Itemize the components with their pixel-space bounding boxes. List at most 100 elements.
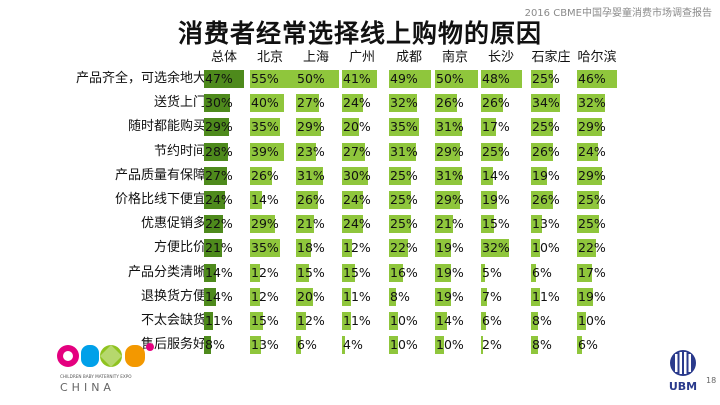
data-bar bbox=[389, 215, 411, 234]
data-label: 11% bbox=[532, 288, 560, 304]
data-label: 22% bbox=[390, 240, 418, 256]
data-label: 10% bbox=[390, 337, 418, 353]
data-label: 5% bbox=[482, 264, 502, 280]
data-bar bbox=[296, 215, 315, 234]
data-label: 24% bbox=[578, 143, 606, 159]
data-label: 10% bbox=[436, 337, 464, 353]
data-bar bbox=[342, 263, 355, 282]
data-bar bbox=[435, 312, 448, 330]
data-label: 24% bbox=[343, 95, 371, 111]
data-bar bbox=[296, 336, 302, 355]
data-label: 15% bbox=[297, 264, 325, 280]
data-bar bbox=[531, 70, 553, 88]
data-bar bbox=[481, 142, 503, 161]
column-header: 哈尔滨 bbox=[577, 50, 617, 65]
row-label: 随时都能购买 bbox=[127, 119, 206, 135]
data-label: 29% bbox=[205, 119, 233, 135]
data-label: 29% bbox=[251, 216, 279, 232]
data-label: 14% bbox=[436, 313, 464, 328]
data-bar bbox=[389, 142, 416, 161]
data-bar bbox=[531, 287, 541, 306]
data-bar bbox=[342, 312, 352, 330]
data-label: 15% bbox=[251, 313, 279, 328]
data-label: 25% bbox=[532, 71, 560, 86]
data-label: 20% bbox=[343, 119, 371, 135]
data-bar bbox=[481, 312, 487, 330]
data-bar bbox=[389, 70, 432, 88]
data-label: 22% bbox=[205, 216, 233, 232]
column-header: 北京 bbox=[256, 50, 283, 65]
data-bar bbox=[389, 191, 411, 209]
data-bar bbox=[296, 94, 320, 113]
data-label: 32% bbox=[390, 95, 418, 111]
data-label: 8% bbox=[532, 337, 552, 353]
row-label: 产品质量有保障 bbox=[114, 167, 206, 183]
data-label: 24% bbox=[205, 192, 233, 207]
data-label: 6% bbox=[578, 337, 598, 353]
data-bar bbox=[531, 239, 540, 258]
row-label: 节约时间 bbox=[153, 143, 206, 159]
data-label: 55% bbox=[251, 71, 279, 86]
data-label: 26% bbox=[297, 192, 325, 207]
data-bar bbox=[531, 118, 553, 137]
data-label: 19% bbox=[578, 288, 606, 304]
data-bar bbox=[342, 287, 352, 306]
data-bar bbox=[435, 70, 478, 88]
data-label: 25% bbox=[390, 216, 418, 232]
data-label: 29% bbox=[436, 192, 464, 207]
data-bar bbox=[435, 191, 460, 209]
cbme-country: CHINA bbox=[60, 381, 115, 394]
data-bar bbox=[204, 215, 223, 234]
data-label: 31% bbox=[436, 119, 464, 135]
data-bar bbox=[204, 263, 217, 282]
data-bar bbox=[481, 263, 486, 282]
data-bar bbox=[531, 215, 543, 234]
data-label: 14% bbox=[482, 167, 510, 183]
column-header: 石家庄 bbox=[531, 50, 571, 65]
data-bar bbox=[389, 118, 420, 137]
ubm-wordmark: UBM bbox=[669, 380, 697, 393]
data-label: 26% bbox=[532, 143, 560, 159]
data-label: 35% bbox=[390, 119, 418, 135]
data-label: 12% bbox=[297, 313, 325, 328]
data-label: 6% bbox=[297, 337, 317, 353]
data-label: 14% bbox=[205, 288, 233, 304]
data-label: 46% bbox=[578, 71, 606, 86]
ubm-logo: UBM bbox=[669, 350, 697, 393]
data-bar bbox=[435, 336, 444, 355]
data-label: 50% bbox=[436, 71, 464, 86]
row-label: 送货上门 bbox=[153, 95, 206, 111]
data-label: 15% bbox=[482, 216, 510, 232]
data-bar bbox=[481, 94, 504, 113]
row-label: 退换货方便 bbox=[140, 288, 206, 304]
column-header: 广州 bbox=[348, 50, 375, 65]
data-bar bbox=[435, 263, 452, 282]
data-bar bbox=[435, 166, 462, 185]
data-label: 8% bbox=[205, 337, 225, 353]
data-label: 26% bbox=[436, 95, 464, 111]
data-bar bbox=[481, 215, 494, 234]
data-bar bbox=[577, 239, 596, 258]
column-header: 长沙 bbox=[487, 50, 514, 65]
data-label: 22% bbox=[578, 240, 606, 256]
row-label: 售后服务好 bbox=[140, 337, 206, 353]
data-label: 13% bbox=[251, 337, 279, 353]
data-label: 28% bbox=[205, 143, 233, 159]
data-label: 29% bbox=[436, 143, 464, 159]
data-bar bbox=[531, 166, 548, 185]
data-label: 16% bbox=[390, 264, 418, 280]
data-label: 47% bbox=[205, 71, 233, 86]
data-label: 31% bbox=[390, 143, 418, 159]
data-label: 10% bbox=[578, 313, 606, 328]
data-label: 17% bbox=[482, 119, 510, 135]
data-bar bbox=[250, 191, 263, 209]
data-label: 49% bbox=[390, 71, 418, 86]
data-bar bbox=[342, 215, 363, 234]
data-bar bbox=[531, 191, 554, 209]
data-bar bbox=[342, 191, 363, 209]
data-label: 15% bbox=[343, 264, 371, 280]
data-bar bbox=[250, 263, 261, 282]
data-bar bbox=[481, 191, 498, 209]
data-bar bbox=[435, 287, 452, 306]
data-bar bbox=[250, 312, 263, 330]
